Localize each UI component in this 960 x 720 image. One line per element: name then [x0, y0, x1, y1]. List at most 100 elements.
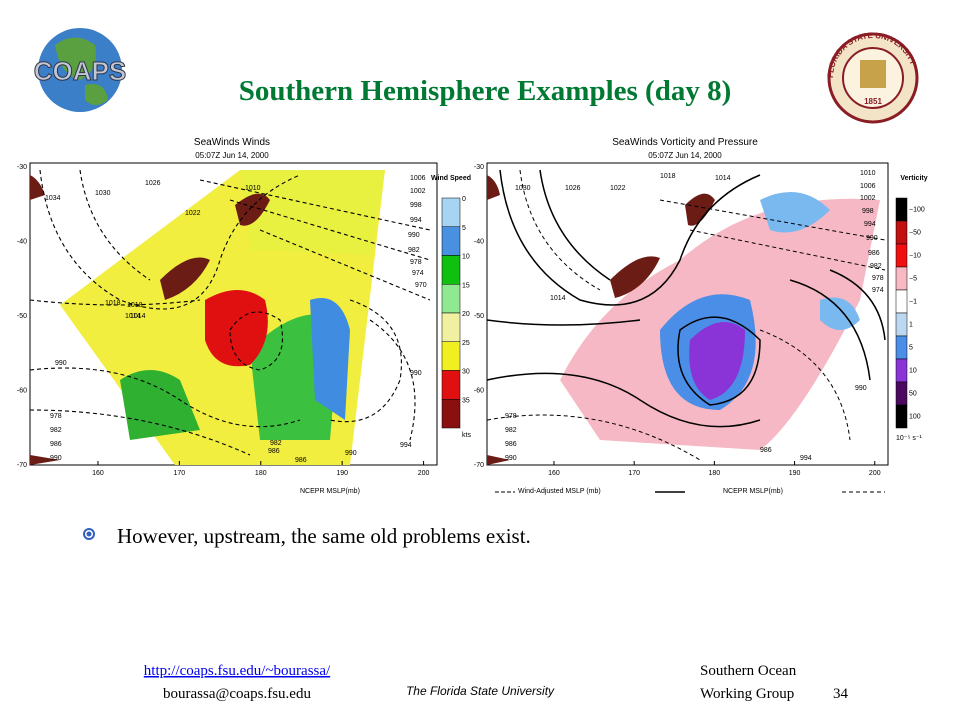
legend-swatch [441, 255, 461, 285]
contour-label: 1002 [860, 195, 876, 202]
contour-label: 994 [800, 455, 812, 462]
contour-label: 982 [505, 427, 517, 434]
y-tick-label: -30 [474, 164, 484, 171]
x-tick-label: 180 [709, 470, 721, 477]
x-tick-label: 170 [628, 470, 640, 477]
footer-group: Southern Ocean [700, 663, 797, 679]
contour-label: 1010 [245, 185, 261, 192]
footer-link-text[interactable]: http://coaps.fsu.edu/~bourassa/ [144, 663, 331, 679]
legend-label: 50 [909, 391, 917, 398]
wind-patch [120, 370, 200, 440]
legend-swatch [895, 335, 908, 360]
contour-label: 970 [415, 282, 427, 289]
legend-swatch [441, 399, 461, 429]
contour-label: 1018 [660, 173, 676, 180]
x-tick-label: 200 [869, 470, 881, 477]
contour-label: 978 [410, 259, 422, 266]
x-tick-label: 200 [418, 470, 430, 477]
contour-label: 978 [872, 275, 884, 282]
contour-label: 1030 [95, 190, 111, 197]
seal-emblem [860, 60, 886, 88]
legend-label: kts [462, 432, 471, 439]
contour-label: 994 [410, 217, 422, 224]
x-tick-label: 190 [336, 470, 348, 477]
contour-label: 1006 [860, 183, 876, 190]
figure-title: SeaWinds Winds [194, 137, 270, 148]
footer-link[interactable]: http://coaps.fsu.edu/~bourassa/ [144, 663, 331, 679]
contour-label: 998 [410, 202, 422, 209]
legend-swatch [895, 220, 908, 245]
contour-label: 978 [505, 413, 517, 420]
land [55, 37, 96, 80]
wind-swath [240, 170, 385, 255]
contour-label: 986 [760, 447, 772, 454]
contour-label: 1002 [410, 188, 426, 195]
contour-label: 974 [412, 270, 424, 277]
vorticity-negative [760, 192, 860, 330]
contour-label: 986 [505, 441, 517, 448]
legend-title: Wind Speed [431, 175, 471, 182]
legend-label: 15 [462, 282, 470, 289]
legend-swatch [895, 381, 908, 406]
wind-patch [310, 298, 350, 420]
legend-swatch [895, 243, 908, 268]
figure-subtitle: 05:07Z Jun 14, 2000 [648, 151, 722, 160]
contour-label: 1014 [715, 175, 731, 182]
legend-label: 5 [909, 345, 913, 352]
legend-label: 100 [909, 414, 921, 421]
contour-label: 982 [870, 263, 882, 270]
legend-label: 10 [909, 368, 917, 375]
dashed-contours [486, 169, 886, 461]
contour-label: 1030 [515, 185, 531, 192]
legend-swatch [441, 370, 461, 400]
contour-label: 990 [410, 370, 422, 377]
bullet-text: However, upstream, the same old problems… [117, 524, 531, 548]
figure-footer: NCEPR MSLP(mb) [723, 488, 783, 495]
slide-title: Southern Hemisphere Examples (day 8) [239, 75, 731, 107]
legend-swatch [895, 358, 908, 383]
contour-label: 1018 [105, 300, 121, 307]
legend-swatch [441, 341, 461, 371]
footer-group: Working Group [700, 686, 794, 702]
new-zealand [160, 193, 270, 300]
legend-swatch [895, 312, 908, 337]
y-tick-label: -40 [474, 239, 484, 246]
y-tick-label: -70 [474, 462, 484, 469]
legend-swatch [441, 284, 461, 314]
x-tick-label: 180 [255, 470, 267, 477]
contour-label: 1018 [127, 302, 143, 309]
x-tick-label: 170 [174, 470, 186, 477]
contour-label: 1022 [185, 210, 201, 217]
legend-swatch [895, 266, 908, 291]
contour-label: 1014 [550, 295, 566, 302]
contour-label: 986 [268, 448, 280, 455]
x-tick-label: 160 [92, 470, 104, 477]
legend-swatch [895, 404, 908, 429]
contour-label: 1014 [125, 313, 141, 320]
land [85, 84, 108, 105]
contour-label: 1026 [565, 185, 581, 192]
legend-swatch [441, 197, 461, 227]
page-number: 34 [833, 686, 849, 702]
contour-label: 1034 [45, 195, 61, 202]
contour-label: 1022 [610, 185, 626, 192]
contour-label: 986 [868, 250, 880, 257]
contour-label: 1026 [145, 180, 161, 187]
figure-left: SeaWinds Winds 05:07Z Jun 14, 2000 -30 -40 -… [17, 137, 472, 477]
contour-label: 1006 [410, 175, 426, 182]
contour-label: 990 [345, 450, 357, 457]
contour-label: 990 [855, 385, 867, 392]
figure-title: SeaWinds Vorticity and Pressure [612, 137, 758, 148]
contour-label: 990 [50, 455, 62, 462]
contour-label: 1014 [130, 313, 146, 320]
contour-label: 982 [50, 427, 62, 434]
legend-label: −5 [909, 276, 917, 283]
legend-label: −1 [909, 299, 917, 306]
legend-label: 10 [462, 254, 470, 261]
contour-label: 982 [270, 440, 282, 447]
footer-email: bourassa@coaps.fsu.edu [163, 686, 311, 702]
figure-footer: NCEPR MSLP(mb) [300, 488, 360, 495]
contour-label: 990 [866, 235, 878, 242]
seal-year: 1851 [864, 97, 882, 106]
